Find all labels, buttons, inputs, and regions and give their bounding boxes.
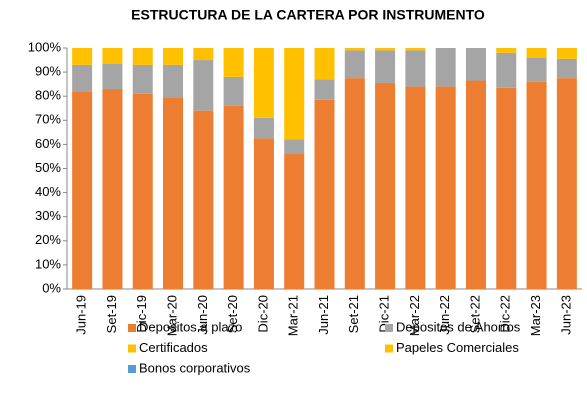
bar-segment	[193, 48, 214, 61]
legend-label: Bonos corporativos	[139, 360, 251, 375]
bar-segment	[344, 50, 365, 79]
y-tick-label: 10%	[35, 256, 61, 271]
y-tick-label: 100%	[28, 39, 62, 54]
bar-segment	[253, 117, 274, 139]
bar-segment	[496, 52, 517, 88]
bar-segment	[193, 60, 214, 111]
bar-segment	[163, 64, 184, 98]
bar-segment	[284, 139, 305, 155]
y-tick-label: 50%	[35, 160, 61, 175]
bar-segment	[435, 86, 456, 289]
y-tick-label: 20%	[35, 232, 61, 247]
bar-segment	[556, 48, 577, 59]
x-tick-label: Jun-23	[558, 295, 573, 335]
bar-segment	[72, 48, 93, 65]
bar-segment	[496, 87, 517, 289]
bar-segment	[344, 48, 365, 51]
bar-segment	[405, 48, 426, 51]
bar-segment	[314, 79, 335, 100]
bar-segment	[314, 48, 335, 80]
bar-segment	[102, 63, 123, 89]
x-tick-label: Jun-22	[437, 295, 452, 335]
x-tick-label: Mar-22	[407, 295, 422, 336]
bar-segment	[435, 48, 456, 87]
bar-segment	[223, 48, 244, 77]
bar-segment	[72, 91, 93, 289]
legend-label: Depositos de Ahorros	[396, 319, 521, 334]
bar-segment	[253, 48, 274, 118]
legend-label: Certificados	[139, 340, 208, 355]
x-tick-label: Mar-20	[164, 295, 179, 336]
x-tick-label: Set-19	[104, 295, 119, 333]
bar-segment	[526, 57, 547, 82]
y-tick-label: 70%	[35, 112, 61, 127]
x-tick-label: Set-22	[467, 295, 482, 333]
x-tick-label: Set-21	[346, 295, 361, 333]
bar-segment	[375, 48, 396, 51]
legend-label: Papeles Comerciales	[396, 340, 519, 355]
bar-segment	[223, 105, 244, 289]
y-tick-label: 60%	[35, 136, 61, 151]
bar-segment	[102, 48, 123, 64]
legend-swatch	[128, 344, 136, 353]
bar-segment	[72, 64, 93, 92]
y-tick-label: 0%	[42, 280, 61, 295]
y-tick-label: 40%	[35, 184, 61, 199]
x-tick-label: Dic-22	[498, 295, 513, 333]
bar-segment	[102, 88, 123, 289]
y-tick-label: 30%	[35, 208, 61, 223]
bar-segment	[556, 78, 577, 289]
y-tick-label: 80%	[35, 88, 61, 103]
x-tick-label: Dic-21	[377, 295, 392, 333]
legend-swatch	[128, 365, 136, 373]
bar-segment	[163, 97, 184, 289]
bar-segment	[375, 50, 396, 83]
bar-segment	[526, 48, 547, 58]
bar-segment	[344, 78, 365, 289]
x-tick-label: Jun-20	[195, 295, 210, 335]
x-tick-label: Jun-21	[316, 295, 331, 335]
bar-segment	[253, 138, 274, 289]
bar-segment	[132, 48, 153, 65]
bar-segment	[556, 58, 577, 79]
x-tick-label: Set-20	[225, 295, 240, 333]
bar-segment	[284, 154, 305, 289]
bar-segment	[496, 48, 517, 53]
legend-label: Depositos a plazo	[139, 319, 242, 334]
legend-swatch	[385, 324, 393, 332]
y-tick-label: 90%	[35, 64, 61, 79]
bar-segment	[193, 110, 214, 289]
legend-swatch	[128, 324, 136, 332]
chart-title: ESTRUCTURA DE LA CARTERA POR INSTRUMENTO	[131, 7, 485, 23]
x-tick-label: Mar-21	[286, 295, 301, 336]
bar-segment	[284, 48, 305, 140]
bar-segment	[314, 99, 335, 289]
bar-segment	[132, 93, 153, 289]
bar-segment	[163, 48, 184, 65]
x-tick-label: Dic-20	[255, 295, 270, 333]
bar-segment	[465, 80, 486, 289]
x-tick-label: Dic-19	[134, 295, 149, 333]
legend-swatch	[385, 344, 393, 353]
x-tick-label: Jun-19	[74, 295, 89, 335]
bar-segment	[526, 81, 547, 290]
x-tick-label: Mar-23	[528, 295, 543, 336]
bar-segment	[405, 86, 426, 289]
bar-segment	[465, 48, 486, 81]
bar-segment	[405, 50, 426, 87]
bar-segment	[132, 64, 153, 94]
bar-segment	[375, 82, 396, 289]
bar-segment	[223, 76, 244, 106]
